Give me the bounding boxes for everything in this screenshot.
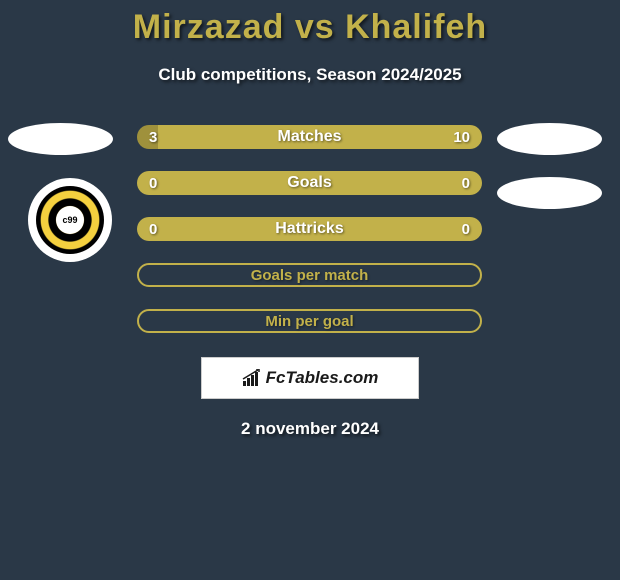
page-title: Mirzazad vs Khalifeh — [0, 8, 620, 47]
stat-row-min-per-goal: Min per goal — [137, 309, 482, 333]
stat-label: Min per goal — [265, 313, 353, 330]
stat-bars: 3 Matches 10 0 Goals 0 0 Hattricks 0 Goals per ma… — [137, 125, 482, 355]
stat-left-value: 3 — [149, 129, 157, 146]
stat-row-hattricks: 0 Hattricks 0 — [137, 217, 482, 241]
player-oval-right-1 — [497, 123, 602, 155]
stat-label: Goals — [287, 174, 331, 192]
stat-row-goals-per-match: Goals per match — [137, 263, 482, 287]
stat-label: Hattricks — [275, 220, 343, 238]
player-oval-right-2 — [497, 177, 602, 209]
club-badge: c99 — [28, 178, 112, 262]
stat-label: Matches — [277, 128, 341, 146]
stat-label: Goals per match — [251, 267, 369, 284]
club-badge-ring: c99 — [36, 186, 104, 254]
date-text: 2 november 2024 — [0, 419, 620, 439]
stat-right-value: 0 — [462, 175, 470, 192]
infographic-container: Mirzazad vs Khalifeh Club competitions, … — [0, 0, 620, 439]
stat-left-value: 0 — [149, 175, 157, 192]
club-badge-center: c99 — [56, 206, 84, 234]
stat-left-value: 0 — [149, 221, 157, 238]
brand-text: FcTables.com — [266, 368, 379, 388]
stat-row-matches: 3 Matches 10 — [137, 125, 482, 149]
chart-icon — [242, 369, 262, 387]
stat-right-value: 0 — [462, 221, 470, 238]
stat-right-value: 10 — [453, 129, 470, 146]
brand-logo-box: FcTables.com — [201, 357, 419, 399]
stat-row-goals: 0 Goals 0 — [137, 171, 482, 195]
player-oval-left-1 — [8, 123, 113, 155]
subtitle: Club competitions, Season 2024/2025 — [0, 65, 620, 85]
